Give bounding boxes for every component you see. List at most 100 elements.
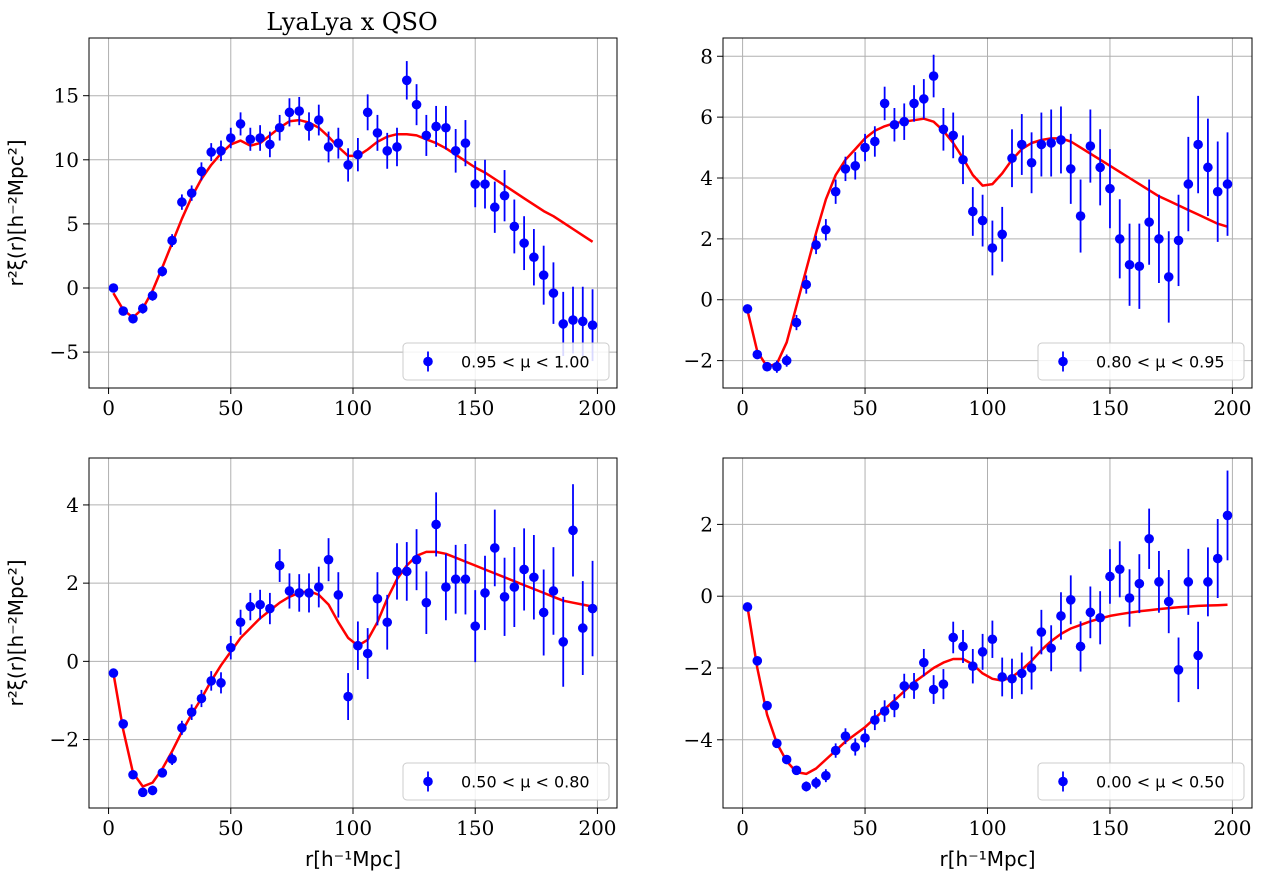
data-point [977, 647, 988, 657]
data-point [1016, 139, 1027, 150]
data-point [587, 603, 598, 614]
data-point [1095, 612, 1105, 623]
data-point [313, 115, 324, 125]
data-point [1056, 611, 1066, 621]
data-point [265, 603, 275, 614]
y-axis-label: r²ξ(r)[h⁻²Mpc²] [4, 559, 28, 706]
data-point [1163, 272, 1174, 282]
data-point [558, 636, 569, 647]
data-point [548, 586, 559, 596]
data-point [781, 355, 792, 366]
data-point [889, 700, 900, 711]
y-tick-label: 2 [66, 571, 79, 595]
data-point [519, 238, 529, 248]
y-tick-label: 4 [700, 166, 713, 190]
data-point [323, 142, 334, 152]
data-point [948, 632, 959, 643]
data-point [470, 179, 481, 189]
y-tick-label: 0 [66, 649, 79, 673]
data-point [879, 706, 890, 716]
y-tick-label: −4 [684, 728, 713, 752]
x-tick-label: 100 [968, 816, 1006, 840]
data-point [411, 554, 422, 565]
data-point [1065, 164, 1076, 174]
data-point [274, 560, 285, 571]
data-point [958, 641, 968, 652]
y-tick-label: 15 [54, 84, 79, 108]
data-point [196, 166, 207, 177]
legend-label: 0.80 < μ < 0.95 [1096, 353, 1225, 372]
data-point [333, 590, 344, 600]
panel-1: 0 50 100 150 200 −5 0 5 10 15 0.95 < μ < 1.00 r²ξ(r… [4, 37, 618, 420]
x-tick-label: 200 [1213, 396, 1251, 420]
data-point [460, 138, 471, 148]
model-line [746, 117, 1228, 368]
data-point [529, 572, 539, 583]
data-point [1144, 217, 1154, 227]
y-tick-label: −2 [684, 656, 713, 680]
x-tick-label: 150 [456, 396, 494, 420]
data-point [762, 700, 772, 711]
data-point [147, 290, 158, 301]
legend: 0.95 < μ < 1.00 [402, 342, 610, 381]
x-tick-label: 200 [578, 396, 616, 420]
data-point [870, 136, 880, 147]
data-point [362, 648, 373, 659]
data-point [997, 229, 1007, 240]
data-point [401, 75, 412, 86]
data-point [489, 202, 500, 213]
data-point [255, 133, 265, 143]
data-point [938, 679, 949, 689]
legend: 0.80 < μ < 0.95 [1037, 342, 1245, 381]
legend-label: 0.50 < μ < 0.80 [461, 773, 590, 792]
data-point [870, 715, 880, 725]
data-point [274, 122, 285, 133]
data-point [489, 543, 500, 553]
data-point [821, 224, 831, 235]
legend-box [402, 342, 610, 381]
data-point [1085, 141, 1096, 151]
y-tick-label: 0 [700, 584, 713, 608]
data-point [177, 197, 187, 207]
data-point [128, 313, 138, 324]
panel-frame [722, 457, 1253, 809]
data-point [1203, 577, 1213, 587]
data-point [313, 582, 324, 592]
y-tick-label: 8 [700, 44, 713, 68]
data-point [421, 130, 432, 141]
data-point [401, 566, 412, 577]
y-tick-label: 2 [700, 227, 713, 251]
data-point [421, 597, 432, 608]
panel-frame [88, 457, 618, 809]
data-point [167, 235, 177, 246]
y-tick-label: 0 [700, 288, 713, 312]
data-point [821, 770, 831, 781]
legend-box [1037, 762, 1245, 801]
x-axis-label: r[h⁻¹Mpc] [939, 847, 1035, 871]
legend-point-marker [1058, 356, 1068, 367]
data-point [480, 588, 490, 598]
data-point [909, 98, 919, 109]
data-point [1114, 564, 1125, 575]
data-point [791, 317, 802, 328]
data-point [791, 765, 802, 776]
data-point [1134, 261, 1145, 272]
data-point [1183, 577, 1194, 587]
data-point [411, 99, 422, 110]
data-point [889, 119, 900, 130]
data-point [860, 142, 870, 153]
data-point [1222, 510, 1233, 521]
data-point [1124, 593, 1135, 603]
data-point [781, 754, 792, 765]
data-point [529, 252, 539, 263]
data-point [997, 672, 1007, 682]
x-tick-label: 100 [334, 396, 372, 420]
data-point [1222, 179, 1233, 189]
data-point [860, 733, 870, 743]
data-point [235, 617, 246, 628]
data-point [294, 106, 305, 116]
legend-point-marker [423, 356, 433, 367]
data-point [216, 678, 226, 688]
data-point [577, 316, 588, 327]
data-point [1036, 139, 1047, 150]
